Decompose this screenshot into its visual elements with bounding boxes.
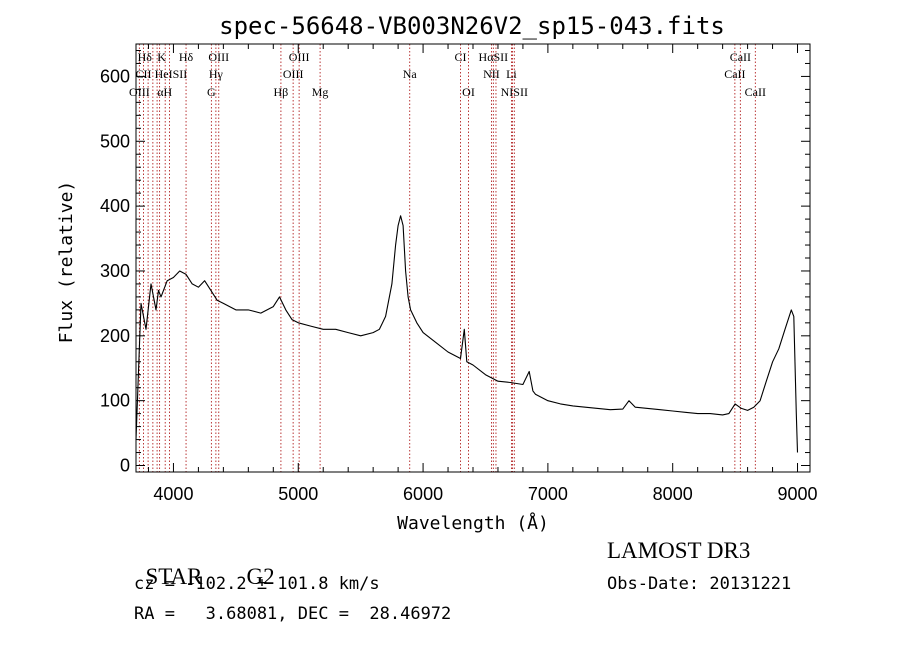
y-tick-label: 0	[120, 456, 130, 476]
emission-line-label: K	[157, 50, 166, 64]
emission-line-label: NII	[483, 67, 500, 81]
x-tick-label: 7000	[528, 484, 568, 504]
emission-line-label: CII	[135, 67, 151, 81]
spectrum-line	[135, 215, 799, 453]
y-tick-label: 600	[100, 66, 130, 86]
emission-line-label: CaII	[745, 85, 766, 99]
y-tick-label: 200	[100, 326, 130, 346]
coordinates: RA = 3.68081, DEC = 28.46972	[134, 604, 452, 624]
emission-line-label: OI	[462, 85, 475, 99]
emission-line-label: NISII	[501, 85, 528, 99]
emission-line-markers	[138, 44, 756, 472]
emission-line-label: OIII	[129, 85, 150, 99]
emission-line-label: CaII	[724, 67, 745, 81]
x-tick-label: 6000	[403, 484, 443, 504]
emission-line-label: Li	[506, 67, 517, 81]
emission-line-label: CI	[455, 50, 467, 64]
object-class: STAR	[145, 564, 203, 589]
emission-line-label: αH	[157, 85, 172, 99]
spectrum-series	[135, 215, 799, 453]
emission-line-label: HαSII	[479, 50, 509, 64]
emission-line-label: Hδ	[138, 50, 153, 64]
x-tick-label: 8000	[653, 484, 693, 504]
y-tick-label: 400	[100, 196, 130, 216]
y-tick-label: 500	[100, 131, 130, 151]
chart-title: spec-56648-VB003N26V2_sp15-043.fits	[219, 12, 725, 40]
emission-line-label: G	[207, 85, 216, 99]
x-axis-label: Wavelength (Å)	[397, 512, 549, 534]
y-tick-label: 100	[100, 391, 130, 411]
emission-line-label: OIII	[283, 67, 304, 81]
y-axis-label: Flux (relative)	[56, 181, 77, 344]
emission-line-label: Na	[403, 67, 418, 81]
emission-line-label: HeISII	[155, 67, 188, 81]
emission-line-label: OIII	[208, 50, 229, 64]
observation-date: Obs-Date: 20131221	[607, 574, 792, 594]
axes: 4000 5000 6000 7000 8000 9000 0 100 200 300 400 500…	[100, 44, 818, 504]
emission-line-label: CaII	[730, 50, 751, 64]
x-tick-label: 5000	[278, 484, 318, 504]
object-class-row: STAR G2	[134, 538, 275, 590]
emission-line-label: Hγ	[209, 67, 224, 81]
plot-frame	[135, 43, 811, 473]
x-tick-label: 4000	[153, 484, 193, 504]
y-tick-label: 300	[100, 261, 130, 281]
emission-line-label: OIII	[289, 50, 310, 64]
emission-line-label: Hδ	[179, 50, 194, 64]
redshift-value: cz = -102.2 ± 101.8 km/s	[134, 574, 380, 594]
survey-name: LAMOST DR3	[607, 538, 751, 563]
x-tick-label: 9000	[777, 484, 817, 504]
spectral-subclass: G2	[246, 564, 275, 589]
emission-line-label: Hβ	[274, 85, 289, 99]
emission-line-label: Mg	[312, 85, 329, 99]
emission-line-labels: Hδ K Hδ OIII OIII CI HαSII CaII CII HeISII Hγ OIII N…	[129, 50, 766, 99]
